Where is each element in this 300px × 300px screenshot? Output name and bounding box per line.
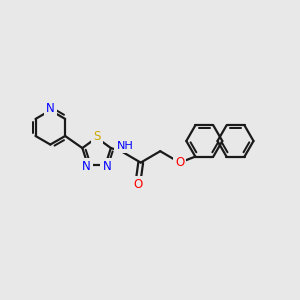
Text: N: N <box>46 102 55 116</box>
Text: S: S <box>94 130 101 143</box>
Text: N: N <box>103 160 111 173</box>
Text: O: O <box>133 178 142 191</box>
Text: NH: NH <box>116 141 133 151</box>
Text: N: N <box>82 160 91 173</box>
Text: O: O <box>175 156 184 169</box>
